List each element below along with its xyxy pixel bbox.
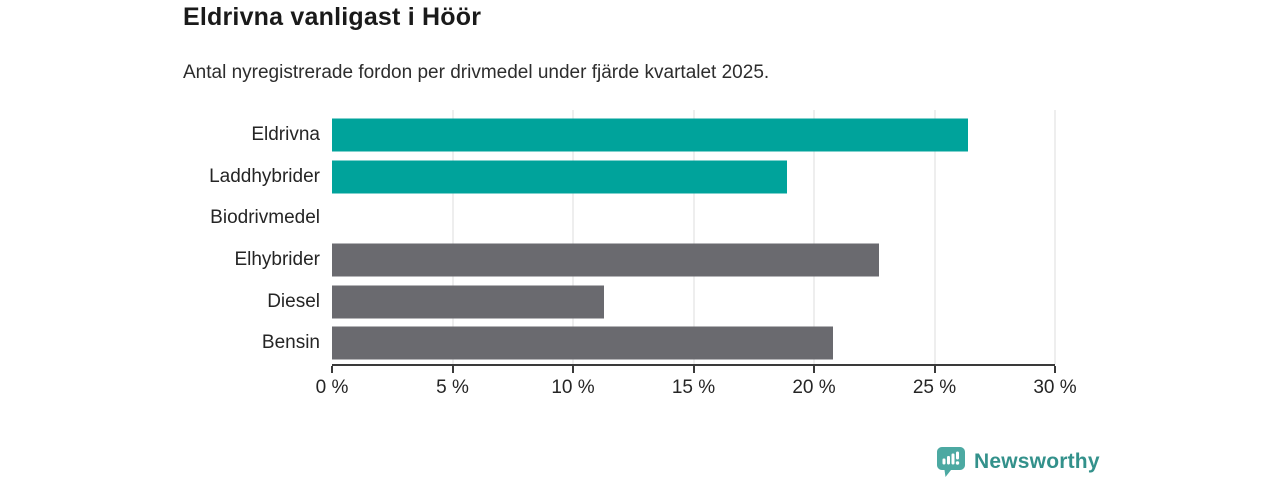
bar-area-elhybrider: [332, 239, 1055, 281]
bar-diesel: [332, 285, 605, 319]
x-tick-label-5: 5 %: [436, 377, 469, 398]
category-label-elhybrider: Elhybrider: [234, 248, 320, 270]
bar-area-bensin: [332, 322, 1055, 364]
category-label-biodrivmedel: Biodrivmedel: [210, 207, 320, 229]
newsworthy-bubble-chart-icon: [937, 447, 965, 477]
category-label-eldrivna: Eldrivna: [251, 123, 320, 145]
x-axis: 0 % 5 % 10 % 15 % 20 % 25 % 30 %: [316, 364, 1077, 410]
bar-area-laddhybrider: [332, 156, 1055, 198]
x-tick-5: [451, 366, 454, 373]
x-tick-label-10: 10 %: [551, 377, 595, 398]
x-tick-15: [692, 366, 695, 373]
chart-row-biodrivmedel: Biodrivmedel: [0, 197, 1055, 239]
category-label-bensin: Bensin: [261, 332, 320, 354]
x-tick-label-15: 15 %: [671, 377, 716, 398]
x-tick-30: [1054, 366, 1056, 373]
chart-row-laddhybrider: Laddhybrider: [0, 156, 1055, 198]
x-tick-label-30: 30 %: [1033, 377, 1077, 398]
chart-row-eldrivna: Eldrivna: [0, 114, 1055, 156]
chart-row-elhybrider: Elhybrider: [0, 239, 1055, 281]
newsworthy-wordmark: Newsworthy: [974, 450, 1100, 473]
gridline-10: [572, 110, 574, 364]
bar-area-biodrivmedel: [332, 197, 1055, 239]
chart-subtitle: Antal nyregistrerade fordon per drivmede…: [183, 62, 770, 83]
gridline-5: [452, 110, 453, 364]
gridline-15: [693, 110, 694, 364]
x-tick-0: [331, 366, 333, 373]
bar-chart: Eldrivna Laddhybrider Biodrivmedel Elhybrid…: [0, 110, 1077, 400]
bar-area-diesel: [332, 281, 1055, 323]
bar-area-eldrivna: [332, 114, 1055, 156]
bar-eldrivna: [332, 118, 969, 152]
x-tick-10: [572, 366, 574, 373]
category-label-laddhybrider: Laddhybrider: [209, 165, 320, 187]
category-label-diesel: Diesel: [267, 290, 320, 312]
x-tick-25: [933, 366, 936, 373]
x-tick-label-20: 20 %: [792, 377, 836, 398]
bar-bensin: [332, 326, 834, 360]
gridline-30: [1054, 110, 1056, 364]
chart-rows: Eldrivna Laddhybrider Biodrivmedel Elhybrid…: [0, 114, 1055, 364]
newsworthy-logo: Newsworthy: [936, 444, 1100, 480]
gridlines: [332, 110, 1056, 364]
x-tick-label-0: 0 %: [315, 377, 349, 398]
chart-row-bensin: Bensin: [0, 322, 1055, 364]
x-tick-label-25: 25 %: [912, 377, 957, 398]
bar-laddhybrider: [332, 160, 788, 194]
bar-elhybrider: [332, 243, 880, 277]
gridline-20: [813, 110, 815, 364]
gridline-25: [934, 110, 935, 364]
chart-title: Eldrivna vanligast i Höör: [183, 3, 482, 31]
x-tick-20: [813, 366, 815, 373]
chart-row-diesel: Diesel: [0, 281, 1055, 323]
